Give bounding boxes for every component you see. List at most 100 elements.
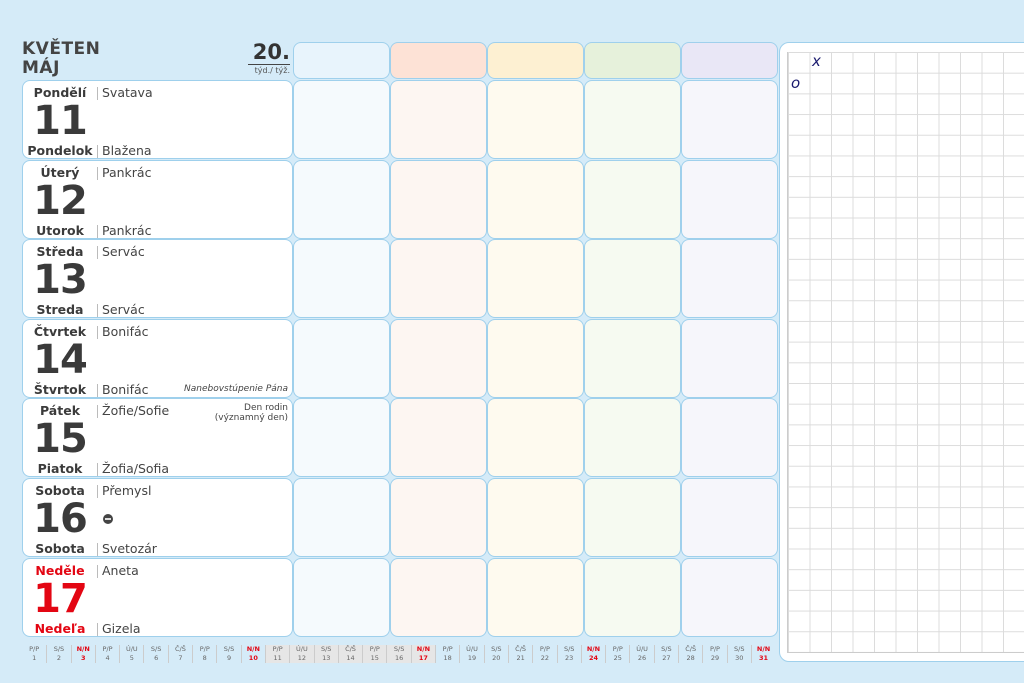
planner-cell[interactable] [681,159,778,239]
planner-cell[interactable] [390,239,487,319]
column-header-2[interactable] [390,42,487,79]
nameday-cz: Servác [102,244,145,260]
day-name-sk: Streda [36,302,84,318]
strip-day: S/S 30 [726,645,751,663]
strip-date: 16 [394,654,404,662]
strip-weekday: S/S [491,645,502,653]
strip-weekday: N/N [756,645,771,653]
strip-date: 13 [322,654,331,662]
strip-date: 8 [202,654,207,662]
nameday-cz: Aneta [102,562,139,578]
planner-cell[interactable] [293,159,390,239]
column-header-4[interactable] [584,42,681,79]
planner-cell[interactable] [390,318,487,398]
planner-cell[interactable] [584,80,681,159]
nameday-sk: Blažena [102,143,152,158]
day-name-cz: Úterý [40,164,80,180]
planner-cell[interactable] [681,478,778,557]
strip-date: 31 [759,654,769,662]
planner-cell[interactable] [681,557,778,637]
strip-weekday: P/P [199,645,210,653]
strip-day: P/P 25 [605,645,629,663]
week-number-value: 20. [248,40,290,65]
strip-weekday: Ú/U [296,645,308,653]
planner-cell[interactable] [487,80,584,159]
planner-cell[interactable] [584,478,681,557]
planner-cell[interactable] [293,80,390,159]
planner-cell[interactable] [681,239,778,319]
day-name-sk: Nedeľa [34,620,86,636]
day-box[interactable]: Neděle Aneta 17 Nedeľa Gizela [22,557,293,637]
nameday-sk: Gizela [102,620,141,636]
nameday-sk: Pankrác [102,222,152,238]
strip-date: 14 [346,654,355,662]
planner-cell[interactable] [681,398,778,478]
planner-cell[interactable] [293,398,390,478]
planner-cell[interactable] [584,557,681,637]
week-number: 20. týd./ týž. [248,40,290,75]
planner-cell[interactable] [390,159,487,239]
planner-cell[interactable] [584,318,681,398]
divider [97,383,98,397]
day-box[interactable]: Sobota Přemysl 16 Sobota Svetozár [22,478,293,557]
planner-cell[interactable] [584,239,681,319]
strip-day: Ú/U 26 [629,645,653,663]
day-box[interactable]: Čtvrtek Bonifác 14 Štvrtok Bonifác Nanebo… [22,318,293,398]
strip-day: S/S 16 [386,645,411,663]
strip-date: 20 [492,654,501,662]
divider [97,485,98,498]
planner-cell[interactable] [390,80,487,159]
divider [97,145,98,158]
planner-cell[interactable] [487,159,584,239]
strip-weekday: S/S [53,645,65,653]
planner-cell[interactable] [487,478,584,557]
strip-date: 23 [565,654,574,662]
day-box[interactable]: Pátek Žofie/Sofie 15 Piatok Žofia/Sofia D… [22,398,293,478]
strip-day: P/P 8 [192,645,216,663]
planner-cell[interactable] [390,557,487,637]
strip-day: P/P 1 [22,645,46,663]
strip-day: Č/Š 7 [167,645,192,663]
strip-day: Č/Š 21 [507,645,532,663]
planner-cell[interactable] [390,398,487,478]
nameday-sk: Žofia/Sofia [102,461,170,477]
planner-cell[interactable] [487,239,584,319]
planner-cell[interactable] [390,478,487,557]
divider [97,304,98,318]
strip-weekday: S/S [150,645,162,653]
planner-cell[interactable] [487,318,584,398]
planner-cell[interactable] [681,80,778,159]
planner-cell[interactable] [293,318,390,398]
strip-weekday: N/N [416,645,431,653]
planner-cell[interactable] [293,478,390,557]
day-number: 13 [33,257,88,304]
day-number: 15 [33,416,88,463]
strip-day: N/N 24 [580,645,605,663]
day-box[interactable]: Středa Servác 13 Streda Servác [22,239,293,319]
strip-day: N/N 3 [70,645,95,663]
planner-cell[interactable] [584,398,681,478]
strip-date: 24 [588,654,598,662]
day-box[interactable]: Pondělí Svatava 11 Pondelok Blažena [22,80,293,159]
planner-cell[interactable] [293,239,390,319]
planner-cell[interactable] [293,557,390,637]
column-header-3[interactable] [487,42,584,79]
strip-date: 6 [154,654,159,662]
strip-weekday: Ú/U [125,645,138,653]
strip-date: 30 [735,654,744,662]
strip-day: S/S 2 [46,645,70,663]
strip-day: P/P 15 [362,645,387,663]
planner-cell[interactable] [487,398,584,478]
planner-cell[interactable] [681,318,778,398]
column-header-5[interactable] [681,42,778,79]
planner-cell[interactable] [584,159,681,239]
day-name-cz: Pondělí [33,85,87,100]
planner-cell[interactable] [487,557,584,637]
nameday-cz: Pankrác [102,164,152,180]
strip-day: P/P 18 [435,645,459,663]
column-header-1[interactable] [293,42,390,79]
notes-grid[interactable] [787,52,1024,653]
day-box[interactable]: Úterý Pankrác 12 Utorok Pankrác [22,159,293,239]
strip-date: 9 [226,654,232,662]
strip-weekday: Č/Š [345,645,356,653]
